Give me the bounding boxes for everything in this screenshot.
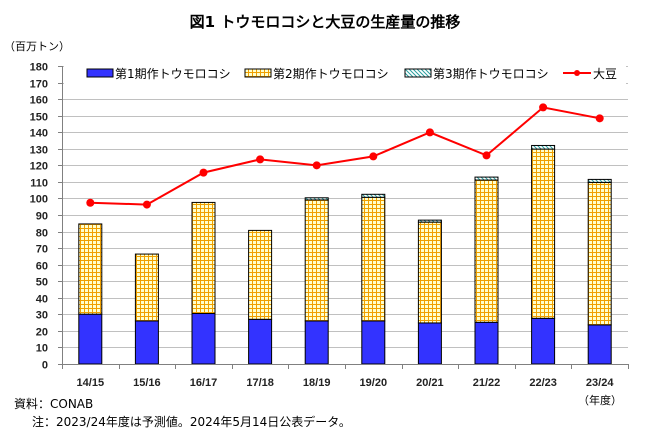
x-tick-label: 21/22 [473, 377, 501, 389]
bar-segment-2 [191, 201, 216, 315]
x-tick-label: 20/21 [416, 377, 444, 389]
y-tick-label: 90 [36, 211, 48, 223]
legend-label-corn-2: 第2期作トウモロコシ [273, 67, 389, 81]
y-tick-label: 140 [30, 128, 48, 140]
soybean-point [425, 128, 434, 137]
soybean-point [199, 168, 208, 177]
y-tick-label: 110 [30, 178, 48, 190]
bar-segment-1 [361, 320, 386, 365]
y-tick-label: 10 [36, 343, 48, 355]
x-tick-label: 23/24 [586, 377, 614, 389]
bar-segment-2 [531, 148, 556, 319]
y-tick-label: 150 [30, 112, 48, 124]
y-tick-label: 120 [30, 161, 48, 173]
bar-segment-2 [134, 253, 159, 322]
soybean-point [369, 152, 378, 161]
bar-segment-1 [134, 320, 159, 365]
bar-segment-3 [587, 178, 612, 183]
bar-segment-1 [191, 313, 216, 365]
legend-marker-soybean [574, 70, 580, 76]
legend-swatch-corn-3 [404, 68, 432, 78]
soybean-point [312, 161, 321, 170]
soybean-line [86, 103, 604, 209]
legend-item-corn-2: 第2期作トウモロコシ [244, 67, 389, 81]
bar-segment-2 [417, 221, 442, 324]
y-tick-label: 20 [36, 327, 48, 339]
x-tick-label: 16/17 [190, 377, 218, 389]
bar-segment-1 [531, 317, 556, 365]
y-tick-label: 70 [36, 244, 48, 256]
legend-label-soybean: 大豆 [593, 67, 617, 81]
y-tick-label: 160 [30, 95, 48, 107]
soybean-point [86, 198, 95, 207]
legend-swatch-corn-2 [244, 68, 272, 78]
bar-segment-3 [304, 197, 329, 201]
soybean-polyline [90, 106, 600, 206]
legend-item-corn-1: 第1期作トウモロコシ [86, 67, 231, 81]
source-note: 資料：CONAB [14, 397, 94, 411]
soybean-point [595, 114, 604, 123]
y-tick-label: 30 [36, 310, 48, 322]
x-tick-label: 22/23 [529, 377, 557, 389]
legend-item-corn-3: 第3期作トウモロコシ [404, 67, 549, 81]
bar-segment-3 [474, 176, 499, 181]
bar-segment-1 [417, 322, 442, 365]
y-tick-label: 0 [42, 360, 48, 372]
y-tick-label: 80 [36, 228, 48, 240]
bar-segment-2 [78, 223, 103, 315]
y-tick-label: 170 [30, 79, 48, 91]
legend-item-soybean: 大豆 [563, 67, 617, 81]
soybean-point [142, 200, 151, 209]
bar-segment-2 [587, 181, 612, 326]
legend-swatch-corn-1 [86, 68, 114, 78]
bar-segment-2 [361, 196, 386, 322]
bar-segment-2 [304, 199, 329, 322]
bar-segment-1 [248, 318, 273, 365]
x-tick-label: 14/15 [77, 377, 105, 389]
y-axis-label: （百万トン） [4, 40, 70, 53]
legend-label-corn-1: 第1期作トウモロコシ [115, 67, 231, 81]
bar-segment-3 [361, 193, 386, 198]
chart-title: 図1 トウモロコシと大豆の生産量の推移 [190, 13, 461, 31]
soybean-point [482, 151, 491, 160]
x-tick-label: 18/19 [303, 377, 331, 389]
y-tick-label: 40 [36, 294, 48, 306]
legend-background [64, 62, 626, 86]
y-tick-label: 130 [30, 145, 48, 157]
bar-segment-3 [417, 219, 442, 223]
y-tick-label: 100 [30, 194, 48, 206]
x-tick-label: 17/18 [246, 377, 274, 389]
bar-segment-1 [587, 324, 612, 365]
y-tick-label: 60 [36, 261, 48, 273]
bar-segment-1 [474, 321, 499, 365]
footnote: 注：2023/24年度は予測値。2024年5月14日公表データ。 [32, 415, 351, 429]
bar-segment-2 [474, 179, 499, 323]
axes: 0 10 20 30 40 50 60 70 80 90 100 110 120 130 140 150 160… [30, 62, 629, 389]
bar-segment-2 [248, 229, 273, 320]
x-axis-label: （年度） [578, 393, 622, 407]
legend: 第1期作トウモロコシ 第2期作トウモロコシ 第3期作トウモロコシ 大豆 [64, 62, 626, 86]
bar-segment-1 [78, 313, 103, 365]
bar-segment-3 [531, 144, 556, 150]
y-tick-label: 180 [30, 62, 48, 74]
bars [78, 144, 612, 365]
x-tick-label: 15/16 [133, 377, 161, 389]
soybean-point [256, 155, 265, 164]
y-tick-label: 50 [36, 277, 48, 289]
soybean-point [539, 103, 548, 112]
bar-segment-1 [304, 320, 329, 365]
x-tick-label: 19/20 [360, 377, 388, 389]
legend-label-corn-3: 第3期作トウモロコシ [433, 67, 549, 81]
